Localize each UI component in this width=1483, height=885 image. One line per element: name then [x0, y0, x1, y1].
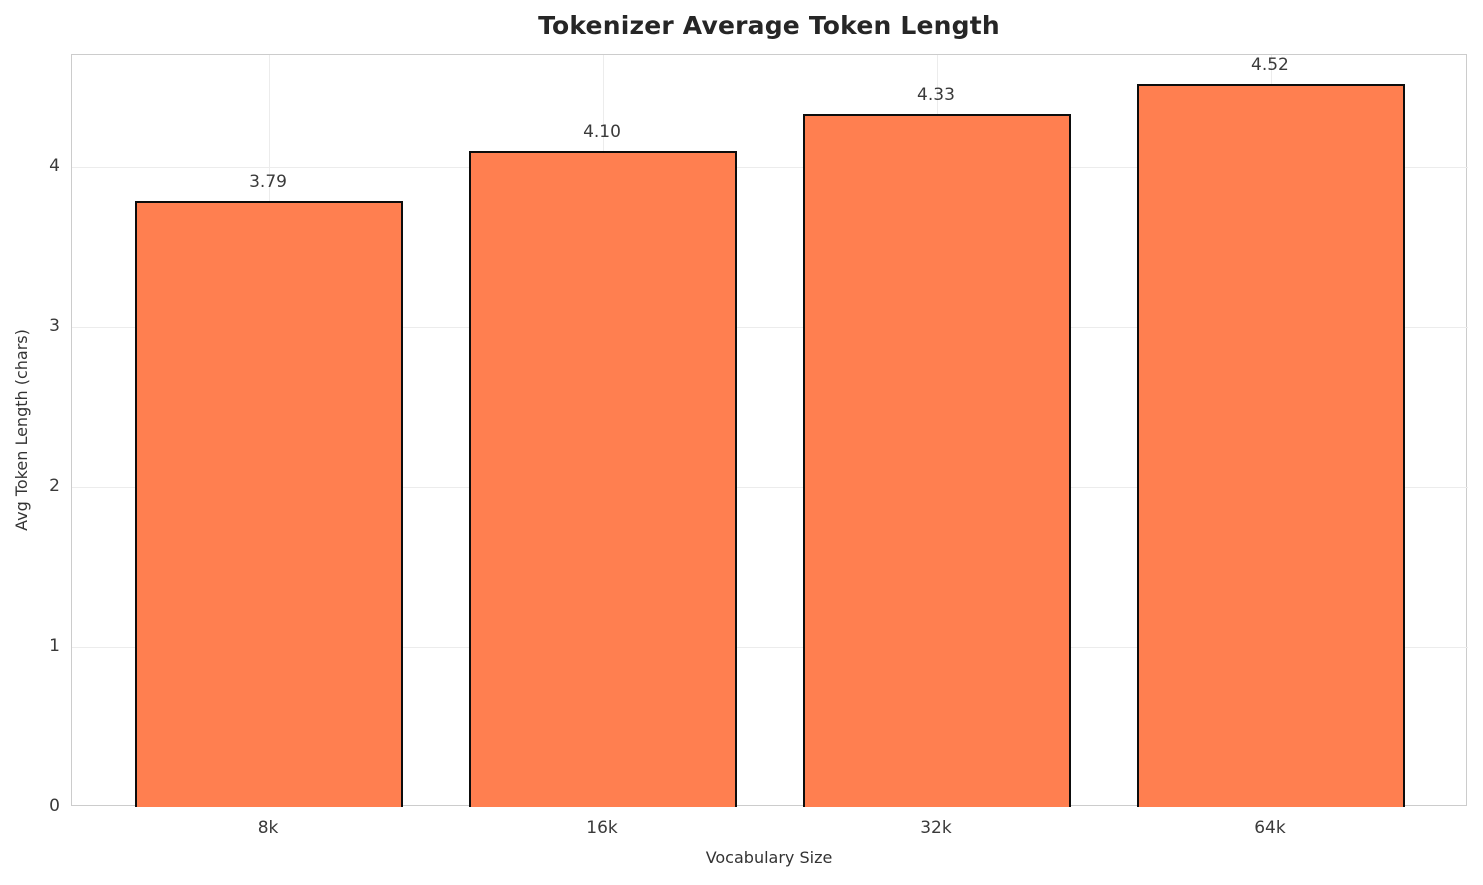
plot-area — [71, 54, 1468, 807]
bar-64k — [1137, 83, 1405, 807]
y-gridline — [72, 487, 1468, 488]
bar-16k — [469, 151, 737, 807]
x-tick-label: 16k — [586, 818, 618, 838]
x-tick-label: 64k — [1254, 818, 1286, 838]
bar-8k — [135, 200, 403, 807]
chart-title: Tokenizer Average Token Length — [538, 11, 1000, 40]
bar-32k — [803, 114, 1071, 807]
y-tick-label: 2 — [49, 476, 60, 496]
bar-value-label: 4.52 — [1251, 54, 1289, 75]
y-axis-label: Avg Token Length (chars) — [12, 329, 31, 531]
y-gridline — [72, 167, 1468, 168]
y-gridline — [72, 327, 1468, 328]
bar-value-label: 4.10 — [583, 122, 621, 142]
x-tick-label: 8k — [257, 818, 279, 838]
x-tick-label: 32k — [920, 818, 952, 838]
y-gridline — [72, 647, 1468, 648]
y-tick-label: 1 — [49, 636, 60, 656]
x-axis-label: Vocabulary Size — [705, 848, 833, 867]
y-tick-label: 3 — [49, 316, 60, 336]
y-tick-label: 0 — [49, 796, 60, 816]
bar-value-label: 3.79 — [249, 171, 287, 192]
bar-value-label: 4.33 — [917, 85, 955, 106]
y-tick-label: 4 — [49, 156, 60, 176]
